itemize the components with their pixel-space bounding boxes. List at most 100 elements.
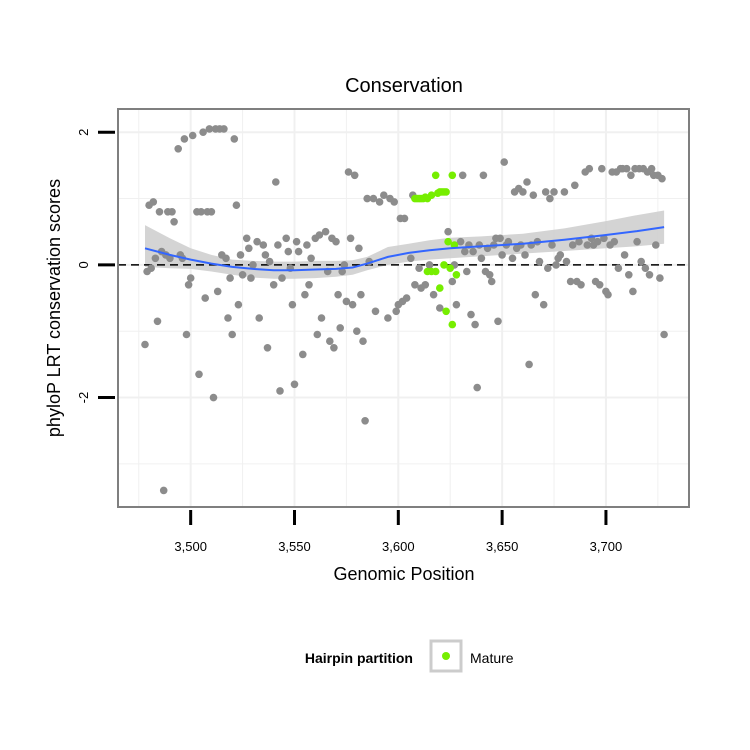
data-point-other xyxy=(448,277,457,286)
data-point-other xyxy=(234,300,243,309)
data-point-other xyxy=(315,231,324,239)
data-point-mature xyxy=(448,320,457,329)
data-point-other xyxy=(307,254,315,263)
data-point-other xyxy=(238,271,247,279)
data-point-other xyxy=(242,234,251,243)
data-point-other xyxy=(197,208,205,216)
y-tick-label: 2 xyxy=(76,129,91,136)
y-axis: 2 0 -2 xyxy=(76,129,115,403)
data-point-other xyxy=(184,281,193,289)
data-point-other xyxy=(359,337,367,346)
x-axis-label: Genomic Position xyxy=(333,564,474,584)
x-axis: 3,500 3,550 3,600 3,650 3,700 xyxy=(174,510,622,554)
data-point-other xyxy=(180,135,189,143)
data-point-other xyxy=(660,330,668,339)
data-point-other xyxy=(585,164,594,173)
data-point-other xyxy=(253,237,261,246)
data-point-other xyxy=(625,271,633,279)
data-point-other xyxy=(188,131,197,140)
data-point-mature xyxy=(442,188,450,196)
data-point-other xyxy=(249,261,257,269)
data-point-other xyxy=(159,486,168,495)
data-point-other xyxy=(637,257,645,266)
data-point-other xyxy=(330,344,338,352)
data-point-other xyxy=(186,274,195,282)
legend-key-mature-dot xyxy=(442,652,450,660)
data-point-other xyxy=(247,274,255,282)
data-point-other xyxy=(593,237,602,246)
data-point-other xyxy=(652,241,660,249)
data-point-other xyxy=(475,241,484,249)
data-point-other xyxy=(627,171,635,180)
legend: Hairpin partition Mature xyxy=(305,639,514,673)
data-point-other xyxy=(149,198,158,206)
data-point-other xyxy=(294,247,303,256)
y-axis-label: phyloP LRT conservation scores xyxy=(44,179,64,437)
data-point-other xyxy=(595,281,604,289)
data-point-other xyxy=(276,387,284,395)
data-point-other xyxy=(411,281,419,289)
data-point-other xyxy=(313,330,322,339)
data-point-other xyxy=(228,330,236,339)
data-point-other xyxy=(168,208,176,216)
data-point-other xyxy=(548,241,556,249)
data-point-other xyxy=(629,287,637,296)
x-tick-label: 3,700 xyxy=(590,539,623,554)
data-point-other xyxy=(338,267,347,276)
data-point-other xyxy=(550,188,558,196)
data-point-mature xyxy=(452,271,461,279)
data-point-other xyxy=(529,191,538,199)
data-point-other xyxy=(348,300,357,309)
data-point-other xyxy=(658,174,666,183)
data-point-other xyxy=(282,234,291,243)
data-point-other xyxy=(317,314,326,322)
data-point-other xyxy=(444,227,452,236)
x-tick-label: 3,600 xyxy=(382,539,415,554)
data-point-other xyxy=(353,327,361,336)
data-point-other xyxy=(498,251,506,259)
data-point-other xyxy=(303,241,311,249)
data-point-other xyxy=(390,198,399,206)
data-point-other xyxy=(415,264,423,273)
data-point-other xyxy=(421,281,430,289)
data-point-other xyxy=(604,290,612,299)
data-point-other xyxy=(500,158,509,166)
smooth-line xyxy=(144,226,665,272)
data-point-other xyxy=(402,294,411,302)
data-point-other xyxy=(467,310,475,319)
data-point-other xyxy=(535,257,544,266)
data-point-other xyxy=(539,300,548,309)
data-point-other xyxy=(473,383,482,392)
data-point-other xyxy=(463,267,471,276)
data-point-other xyxy=(568,241,577,249)
data-point-other xyxy=(647,164,656,173)
x-tick-label: 3,500 xyxy=(174,539,207,554)
data-point-other xyxy=(174,145,182,153)
data-point-other xyxy=(479,171,488,180)
data-point-other xyxy=(245,244,253,253)
data-point-other xyxy=(209,393,218,402)
data-point-other xyxy=(236,251,245,259)
data-point-mature xyxy=(440,261,448,269)
data-point-other xyxy=(375,198,384,206)
data-point-other xyxy=(610,237,619,246)
data-point-other xyxy=(521,251,529,259)
data-point-other xyxy=(220,125,228,133)
data-point-other xyxy=(436,304,444,312)
data-point-other xyxy=(371,307,380,316)
data-point-other xyxy=(151,254,160,263)
plot-border xyxy=(117,108,690,508)
data-point-other xyxy=(361,417,369,425)
data-point-mature xyxy=(444,237,452,246)
data-point-other xyxy=(641,264,650,273)
data-point-other xyxy=(552,261,560,269)
data-point-other xyxy=(392,307,401,316)
data-point-other xyxy=(259,241,268,249)
data-point-other xyxy=(363,194,372,203)
data-point-other xyxy=(222,254,230,263)
data-point-mature xyxy=(450,241,459,249)
data-point-other xyxy=(469,247,477,256)
data-point-other xyxy=(531,290,540,299)
data-point-other xyxy=(633,237,641,246)
